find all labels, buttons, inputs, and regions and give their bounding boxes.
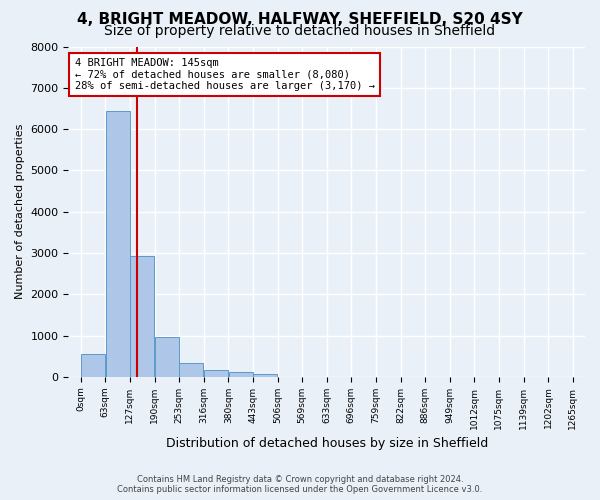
Text: Contains HM Land Registry data © Crown copyright and database right 2024.
Contai: Contains HM Land Registry data © Crown c… bbox=[118, 474, 482, 494]
Y-axis label: Number of detached properties: Number of detached properties bbox=[15, 124, 25, 300]
Bar bbox=[253, 374, 277, 377]
Bar bbox=[106, 112, 130, 377]
Text: 4, BRIGHT MEADOW, HALFWAY, SHEFFIELD, S20 4SY: 4, BRIGHT MEADOW, HALFWAY, SHEFFIELD, S2… bbox=[77, 12, 523, 28]
Bar bbox=[179, 363, 203, 377]
Text: 4 BRIGHT MEADOW: 145sqm
← 72% of detached houses are smaller (8,080)
28% of semi: 4 BRIGHT MEADOW: 145sqm ← 72% of detache… bbox=[74, 58, 374, 92]
Text: Size of property relative to detached houses in Sheffield: Size of property relative to detached ho… bbox=[104, 24, 496, 38]
Bar bbox=[204, 370, 228, 377]
Bar bbox=[155, 337, 179, 377]
Bar bbox=[229, 372, 253, 377]
X-axis label: Distribution of detached houses by size in Sheffield: Distribution of detached houses by size … bbox=[166, 437, 488, 450]
Bar bbox=[81, 354, 105, 377]
Bar bbox=[130, 256, 154, 377]
